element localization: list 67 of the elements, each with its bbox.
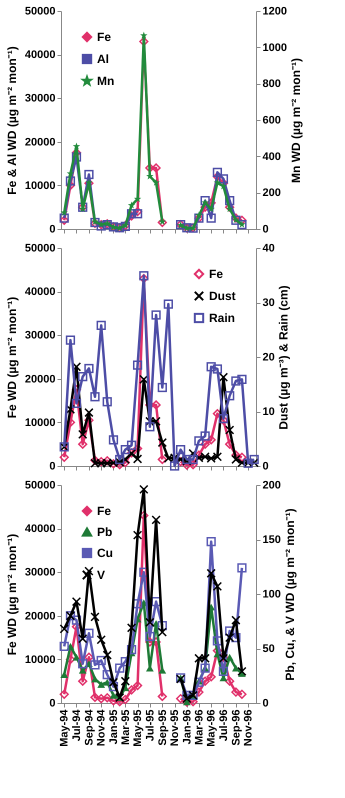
y2-tick-label: 0: [262, 460, 269, 472]
y2-tick-label: 0: [262, 224, 269, 236]
y2-axis-title: Mn WD (µg m⁻² mon⁻¹): [288, 58, 303, 183]
x-tick-label: Sep-96: [230, 710, 242, 746]
x-tick-label: Nov-95: [169, 710, 182, 746]
x-tick-label: May-94: [58, 708, 71, 747]
y-tick-label: 50000: [24, 242, 56, 254]
y-tick-label: 40000: [24, 286, 56, 298]
x-tick-label: Nov-96: [242, 710, 255, 746]
y-tick-label: 40000: [24, 523, 56, 536]
legend-label: Fe: [209, 267, 224, 281]
y-tick-label: 20000: [24, 373, 56, 386]
y2-tick-label: 100: [262, 588, 281, 600]
legend-label: Dust: [209, 289, 236, 303]
x-tick-label: Jul-94: [70, 708, 83, 742]
y2-tick-label: 1200: [262, 6, 287, 18]
x-tick-label: Jan-95: [108, 710, 120, 744]
legend-label: Mn: [97, 74, 114, 88]
y2-tick-label: 200: [262, 480, 281, 492]
y-tick-label: 10000: [24, 416, 56, 429]
legend-label: Rain: [209, 311, 236, 325]
legend-label: Cu: [97, 546, 113, 560]
y-tick-label: 10000: [24, 180, 56, 192]
y-tick-label: 30000: [24, 92, 56, 105]
y2-tick-label: 10: [262, 406, 275, 418]
y-tick-label: 40000: [24, 49, 56, 62]
x-tick-label: Jul-96: [218, 710, 230, 742]
x-tick-label: May-95: [132, 710, 144, 747]
y-tick-label: 0: [49, 698, 56, 710]
legend-label: Pb: [97, 525, 112, 539]
y2-tick-label: 30: [262, 297, 275, 309]
x-tick-label: Nov-94: [96, 708, 108, 746]
y2-tick-label: 400: [262, 150, 281, 163]
x-tick-label: Sep-95: [156, 710, 169, 746]
y2-tick-label: 0: [262, 698, 269, 710]
x-tick-label: Jul-95: [144, 710, 156, 742]
legend-label: Fe: [97, 504, 112, 518]
y2-tick-label: 800: [262, 78, 281, 90]
y2-tick-label: 200: [262, 187, 281, 200]
y2-axis-title: Dust (µg m⁻³) & Rain (cm): [276, 285, 291, 430]
y-axis-title: Fe & Al WD (µg m⁻² mon⁻¹): [4, 46, 19, 195]
y-tick-label: 0: [49, 224, 56, 236]
y2-tick-label: 40: [262, 242, 275, 254]
y-tick-label: 20000: [24, 610, 56, 622]
x-tick-label: Mar-95: [120, 710, 132, 745]
legend-label: Al: [97, 52, 109, 66]
y-tick-label: 50000: [24, 6, 56, 18]
y-axis-title: Fe WD (µg m⁻² mon⁻¹): [4, 296, 19, 418]
y2-tick-label: 600: [262, 114, 281, 126]
y2-tick-label: 1000: [262, 42, 287, 54]
y-tick-label: 50000: [24, 480, 56, 492]
legend-label: V: [97, 568, 106, 582]
x-tick-label: Jan-96: [181, 710, 194, 744]
legend-label: Fe: [97, 30, 112, 44]
y-tick-label: 10000: [24, 654, 56, 666]
x-tick-label: Mar-96: [193, 710, 206, 745]
y-tick-label: 30000: [24, 566, 56, 579]
y-axis-title: Fe WD (µg m⁻² mon⁻¹): [4, 534, 19, 656]
y2-tick-label: 150: [262, 534, 281, 546]
y-tick-label: 20000: [24, 136, 56, 148]
x-tick-label: May-96: [206, 710, 218, 747]
y2-axis-title: Pb, Cu, & V WD (µg m⁻² mon⁻¹): [282, 508, 297, 681]
y-tick-label: 0: [49, 460, 56, 472]
y-tick-label: 30000: [24, 330, 56, 342]
x-tick-label: Sep-94: [83, 708, 96, 746]
y2-tick-label: 50: [262, 643, 275, 655]
y2-tick-label: 20: [262, 352, 275, 364]
